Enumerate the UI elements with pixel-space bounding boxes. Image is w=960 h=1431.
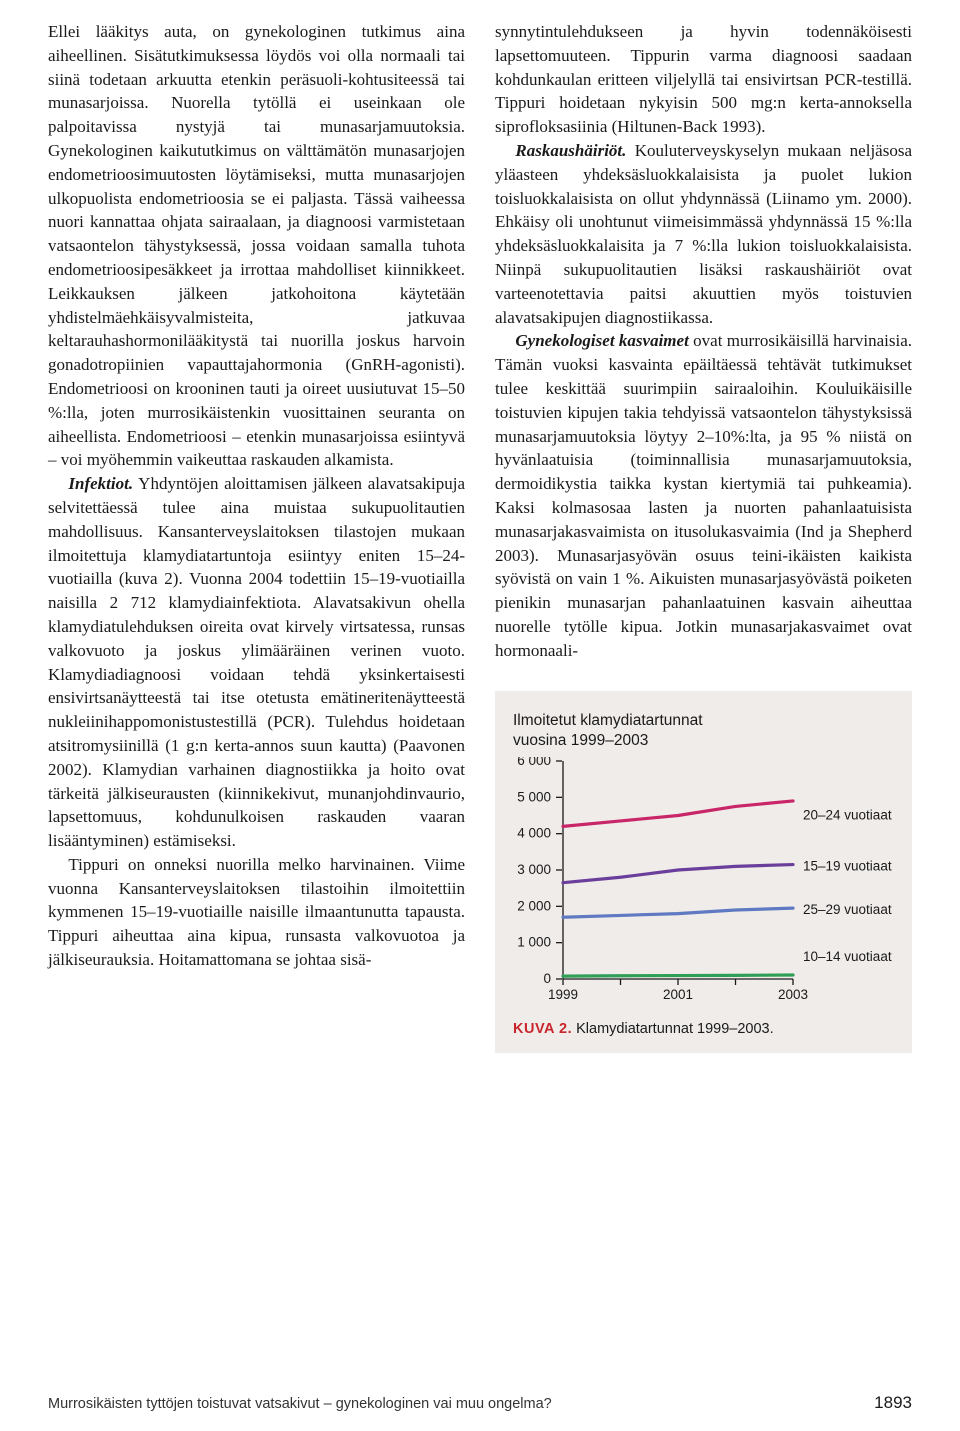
svg-text:0: 0 [543,971,551,986]
gynek-kasvaimet-heading: Gynekologiset kasvaimet [515,331,688,350]
chart-title: Ilmoitetut klamydiatartunnat vuosina 199… [513,711,894,751]
svg-text:4 000: 4 000 [517,825,551,840]
page-number: 1893 [874,1393,912,1413]
chart-caption: KUVA 2. Klamydiatartunnat 1999–2003. [513,1019,894,1039]
right-p3-body: ovat murrosikäisillä harvinaisia. Tämän … [495,331,912,659]
chlamydia-line-chart: 0 1 000 2 000 3 000 4 000 5 000 6 000 1999 2001 2… [513,757,893,1007]
left-p2-body: Yhdyntöjen aloittamisen jälkeen alavatsa… [48,474,465,850]
svg-text:15–19 vuotiaat: 15–19 vuotiaat [803,858,892,873]
footer-running-title: Murrosikäisten tyttöjen toistuvat vatsak… [48,1396,552,1412]
chart-title-line1: Ilmoitetut klamydiatartunnat [513,712,703,729]
infektiot-heading: Infektiot. [68,474,133,493]
right-p3: Gynekologiset kasvaimet ovat murrosikäis… [495,329,912,662]
svg-text:2001: 2001 [663,987,693,1002]
right-column: synnytintulehdukseen ja hyvin todennäköi… [495,20,912,1053]
chart-title-line2: vuosina 1999–2003 [513,732,648,749]
svg-text:20–24 vuotiaat: 20–24 vuotiaat [803,807,892,822]
chart-caption-prefix: KUVA 2. [513,1021,572,1037]
right-p1: synnytintulehdukseen ja hyvin todennäköi… [495,20,912,139]
chlamydia-chart-box: Ilmoitetut klamydiatartunnat vuosina 199… [495,691,912,1054]
raskaushairiot-heading: Raskaushäiriöt. [515,141,626,160]
left-p3: Tippuri on onneksi nuorilla melko harvin… [48,853,465,972]
left-p2: Infektiot. Yhdyntöjen aloittamisen jälke… [48,472,465,853]
svg-text:6 000: 6 000 [517,757,551,768]
chart-caption-text: Klamydiatartunnat 1999–2003. [572,1021,774,1037]
svg-text:1 000: 1 000 [517,934,551,949]
right-p2-body: Kouluterveyskyselyn mukaan neljäsosa ylä… [495,141,912,327]
svg-text:3 000: 3 000 [517,862,551,877]
svg-text:5 000: 5 000 [517,789,551,804]
svg-text:2 000: 2 000 [517,898,551,913]
svg-text:25–29 vuotiaat: 25–29 vuotiaat [803,902,892,917]
svg-text:2003: 2003 [778,987,808,1002]
right-p2: Raskaushäiriöt. Kouluterveyskyselyn muka… [495,139,912,329]
left-p1: Ellei lääkitys auta, on gynekologinen tu… [48,20,465,472]
page-footer: Murrosikäisten tyttöjen toistuvat vatsak… [48,1393,912,1413]
svg-text:10–14 vuotiaat: 10–14 vuotiaat [803,949,892,964]
left-column: Ellei lääkitys auta, on gynekologinen tu… [48,20,465,1053]
svg-text:1999: 1999 [548,987,578,1002]
